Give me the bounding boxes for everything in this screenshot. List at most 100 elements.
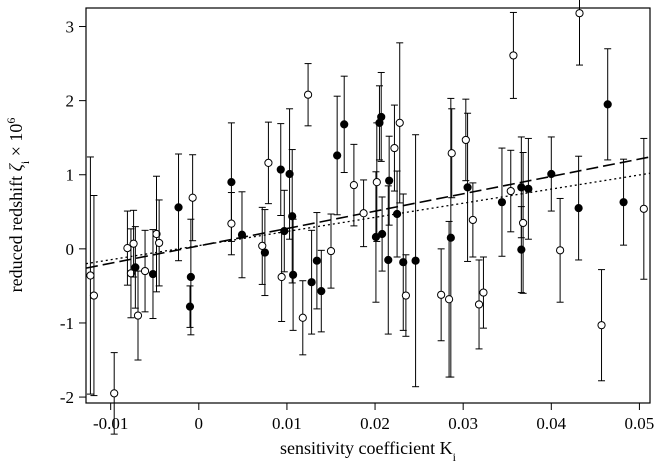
marker-open xyxy=(597,321,606,330)
data-point-open xyxy=(359,179,368,248)
x-tick-label: 0 xyxy=(195,414,204,433)
marker-filled xyxy=(340,120,349,129)
data-point-open xyxy=(461,98,470,182)
y-tick-label: 2 xyxy=(66,92,75,111)
marker-open xyxy=(479,288,488,297)
data-point-open xyxy=(86,156,95,395)
marker-open xyxy=(468,215,477,225)
y-axis-title: reduced redshift ζi × 106 xyxy=(4,118,32,293)
y-tick-label: -1 xyxy=(60,314,74,333)
marker-filled xyxy=(497,198,507,207)
x-tick-label: 0.01 xyxy=(272,414,302,433)
marker-open xyxy=(509,51,518,60)
marker-filled xyxy=(333,151,342,160)
data-point-open xyxy=(468,182,477,258)
marker-open xyxy=(575,9,584,18)
marker-filled xyxy=(411,256,420,265)
marker-filled xyxy=(524,184,533,193)
data-point-filled xyxy=(288,218,298,331)
marker-open xyxy=(506,186,515,196)
data-point-open xyxy=(437,248,446,342)
data-point-open xyxy=(129,209,138,278)
data-point-open xyxy=(326,213,336,289)
data-point-open xyxy=(372,122,381,242)
marker-open xyxy=(519,218,528,228)
y-tick-label: -2 xyxy=(60,388,74,407)
data-point-filled xyxy=(603,48,612,161)
data-point-open xyxy=(556,197,565,303)
data-point-filled xyxy=(619,158,628,246)
marker-filled xyxy=(385,176,394,185)
data-point-filled xyxy=(307,229,316,335)
data-point-filled xyxy=(446,97,455,378)
marker-filled xyxy=(276,165,285,174)
data-point-open xyxy=(509,11,518,99)
marker-open xyxy=(258,241,267,250)
marker-open xyxy=(461,135,470,145)
marker-open xyxy=(129,239,138,248)
data-point-open xyxy=(298,280,307,356)
x-tick-label: 0.05 xyxy=(625,414,655,433)
data-point-filled xyxy=(384,185,393,335)
data-point-open xyxy=(395,42,404,204)
marker-filled xyxy=(603,100,612,109)
data-point-open xyxy=(479,256,488,329)
marker-open xyxy=(152,229,161,239)
data-point-filled xyxy=(385,135,394,226)
data-point-filled xyxy=(524,137,533,240)
marker-open xyxy=(556,246,565,255)
marker-open xyxy=(474,300,484,309)
marker-open xyxy=(447,149,456,158)
marker-filled xyxy=(227,178,236,187)
data-point-open xyxy=(152,175,161,293)
data-point-open xyxy=(277,232,286,322)
marker-open xyxy=(359,209,368,218)
data-point-open xyxy=(447,108,456,199)
data-point-open xyxy=(575,0,584,66)
marker-filled xyxy=(148,269,158,279)
data-point-open xyxy=(133,270,143,361)
marker-open xyxy=(372,178,381,187)
marker-open xyxy=(437,290,446,299)
data-point-filled xyxy=(237,191,247,279)
fit-line-dotted xyxy=(85,172,651,265)
data-point-filled xyxy=(276,123,285,217)
marker-filled xyxy=(237,230,247,239)
marker-open xyxy=(277,272,286,282)
marker-filled xyxy=(384,255,393,265)
data-point-open xyxy=(519,152,528,294)
data-point-filled xyxy=(260,209,269,297)
marker-open xyxy=(401,291,410,300)
data-point-open xyxy=(227,192,236,256)
marker-open xyxy=(444,295,454,304)
data-point-open xyxy=(140,229,150,313)
marker-filled xyxy=(185,302,195,311)
data-point-open xyxy=(597,269,606,382)
marker-filled xyxy=(517,183,526,192)
marker-filled xyxy=(619,198,628,207)
data-point-filled xyxy=(411,134,420,388)
marker-filled xyxy=(377,112,386,122)
fit-lines xyxy=(85,156,651,269)
data-point-filled xyxy=(288,149,297,284)
marker-filled xyxy=(285,169,294,179)
data-point-filled xyxy=(148,229,158,320)
data-point-filled xyxy=(174,153,183,262)
marker-filled xyxy=(288,212,297,221)
x-axis-title: sensitivity coefficient Ki xyxy=(280,438,457,462)
data-point-filled xyxy=(312,212,321,310)
marker-open xyxy=(227,219,236,228)
data-point-filled xyxy=(333,95,342,216)
marker-filled xyxy=(463,183,472,192)
x-tick-label: 0.03 xyxy=(448,414,478,433)
x-tick-label: -0.01 xyxy=(93,414,128,433)
marker-open xyxy=(395,118,404,127)
data-point-open xyxy=(89,194,99,397)
y-tick-label: 0 xyxy=(66,240,75,259)
marker-open xyxy=(123,244,132,253)
data-point-open xyxy=(303,63,313,127)
marker-open xyxy=(390,143,399,153)
data-point-open xyxy=(188,154,197,242)
marker-open xyxy=(349,181,358,190)
marker-filled xyxy=(174,203,183,212)
